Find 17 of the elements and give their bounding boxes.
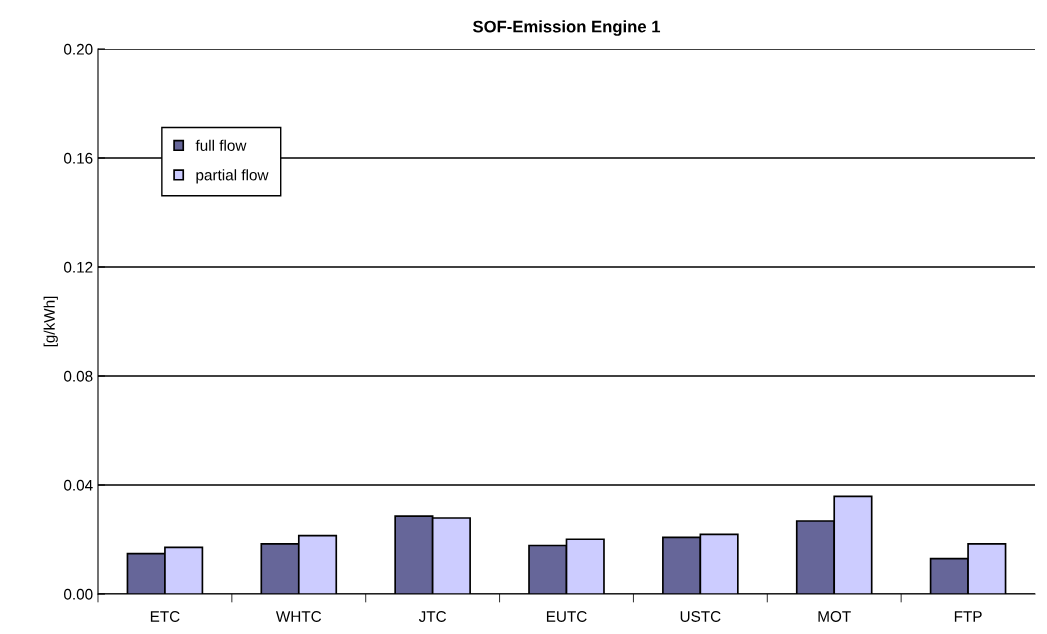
y-tick-label: 0.00: [64, 588, 93, 600]
y-axis-title: [g/kWh]: [43, 296, 58, 347]
x-tick-label: MOT: [818, 611, 851, 622]
x-tick-label: JTC: [418, 611, 447, 622]
y-tick-label: 0.20: [64, 43, 93, 55]
chart-title: SOF-Emission Engine 1: [472, 20, 661, 36]
x-tick-label: ETC: [150, 611, 180, 622]
x-tick-label: USTC: [680, 611, 721, 622]
legend-label: full flow: [195, 139, 247, 151]
x-tick-label: EUTC: [546, 611, 587, 622]
x-tick-label: FTP: [954, 611, 982, 622]
y-tick-label: 0.12: [64, 261, 93, 273]
y-tick-label: 0.04: [64, 479, 93, 491]
x-tick-label: WHTC: [275, 611, 322, 622]
y-tick-label: 0.16: [64, 152, 93, 164]
y-tick-label: 0.08: [64, 370, 93, 382]
legend-label: partial flow: [196, 169, 269, 184]
